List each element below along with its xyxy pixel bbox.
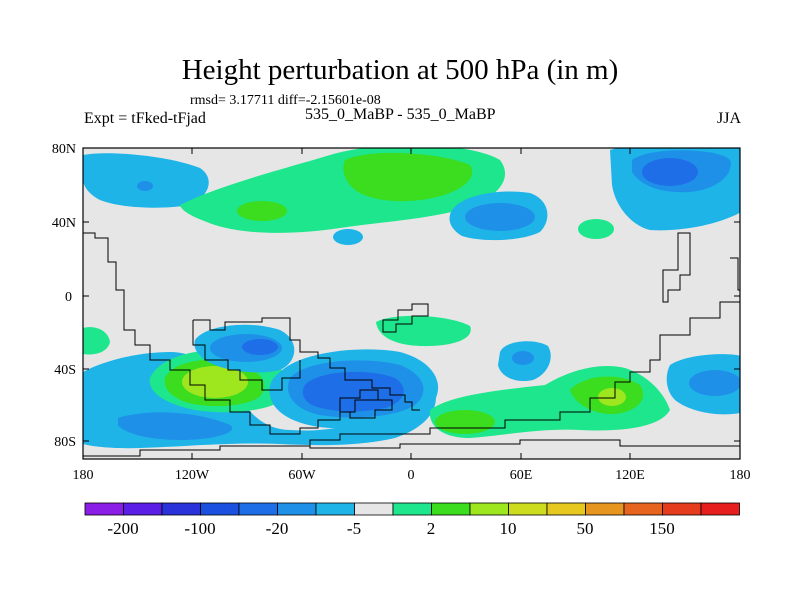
stats-label: rmsd= 3.17711 diff=-2.15601e-08 <box>190 93 381 108</box>
colorbar-box <box>123 502 163 516</box>
contour-yellow-se <box>598 388 626 406</box>
colorbar-box <box>161 502 201 516</box>
colorbar-box <box>277 502 317 516</box>
colorbar-label-150: 150 <box>649 519 675 538</box>
season-label: JJA <box>716 110 741 127</box>
coastline-east-continent <box>662 232 691 303</box>
contour-midblue-north-center <box>465 203 535 231</box>
lat-tick-labels: 80N 40N 0 40S 80S <box>52 142 76 450</box>
colorbar-label-minus100: -100 <box>184 519 215 538</box>
contour-green-s-east <box>435 410 495 434</box>
colorbar-box <box>662 502 702 516</box>
colorbar-label-2: 2 <box>427 519 436 538</box>
contour-green-north <box>343 152 473 202</box>
contour-darkblue-ne <box>642 158 698 186</box>
colorbar-box <box>546 502 586 516</box>
lat-label-0: 0 <box>65 290 72 305</box>
lon-label-0: 0 <box>408 468 415 483</box>
contour-green-north-small <box>237 201 287 221</box>
lon-label-120e: 120E <box>615 468 645 483</box>
coastline-island-center <box>382 303 429 333</box>
colorbar-label-minus5: -5 <box>347 519 361 538</box>
contour-lightgreen-s-center <box>376 315 471 347</box>
colorbar-box <box>315 502 355 516</box>
colorbar-box <box>238 502 278 516</box>
contour-lightgreen-n-east <box>578 219 614 239</box>
colorbar-box <box>431 502 471 516</box>
colorbar-box <box>392 502 432 516</box>
coastline-south-interior <box>193 317 420 411</box>
colorbar-box <box>508 502 548 516</box>
coastline-antarctic <box>83 439 740 457</box>
contour-lightgreen-w-edge <box>83 327 110 355</box>
colorbar <box>84 502 740 516</box>
contour-midblue-s-east-center <box>512 351 534 365</box>
contour-lightblue-small-n <box>333 229 363 245</box>
lat-label-80n: 80N <box>52 142 76 157</box>
lon-label-120w: 120W <box>175 468 210 483</box>
colorbar-box <box>585 502 625 516</box>
colorbar-box <box>469 502 509 516</box>
coastline-west-peninsula <box>192 320 301 391</box>
lat-label-40s: 40S <box>54 363 76 378</box>
coastline-west-continent <box>83 232 382 435</box>
colorbar-box <box>623 502 663 516</box>
plot-title: Height perturbation at 500 hPa (in m) <box>181 54 619 86</box>
lat-label-80s: 80S <box>54 435 76 450</box>
lon-label-180e: 180 <box>730 468 751 483</box>
colorbar-box <box>200 502 240 516</box>
contour-darkblue-s-lobe <box>242 339 278 355</box>
colorbar-label-10: 10 <box>500 519 517 538</box>
colorbar-label-50: 50 <box>577 519 594 538</box>
colorbar-box <box>700 502 740 516</box>
contour-fields <box>83 148 740 449</box>
contour-darkblue-s-center <box>302 371 404 412</box>
case-label: 535_0_MaBP - 535_0_MaBP <box>305 106 496 123</box>
lon-label-180w: 180 <box>73 468 94 483</box>
contour-midblue-sw <box>118 412 233 440</box>
contour-yellow-sw-cell <box>182 366 248 398</box>
colorbar-labels: -200 -100 -20 -5 2 10 50 150 <box>107 519 674 538</box>
experiment-label: Expt = tFked-tFjad <box>84 110 206 127</box>
colorbar-box <box>84 502 124 516</box>
contour-lightblue-nw <box>83 153 209 208</box>
lon-label-60e: 60E <box>510 468 533 483</box>
axis-ticks <box>82 147 741 459</box>
colorbar-label-minus200: -200 <box>107 519 138 538</box>
coastline-south-block <box>339 389 393 419</box>
lat-label-40n: 40N <box>52 216 76 231</box>
coastline-far-east <box>730 257 740 291</box>
colorbar-label-minus20: -20 <box>266 519 289 538</box>
continent-outlines <box>83 232 740 457</box>
contour-midblue-nw <box>137 181 153 191</box>
colorbar-box <box>354 502 394 516</box>
lon-label-60w: 60W <box>288 468 316 483</box>
contour-midblue-far-se <box>689 370 740 396</box>
coastline-southern-band <box>309 301 740 448</box>
lon-tick-labels: 180 120W 60W 0 60E 120E 180 <box>73 468 751 483</box>
